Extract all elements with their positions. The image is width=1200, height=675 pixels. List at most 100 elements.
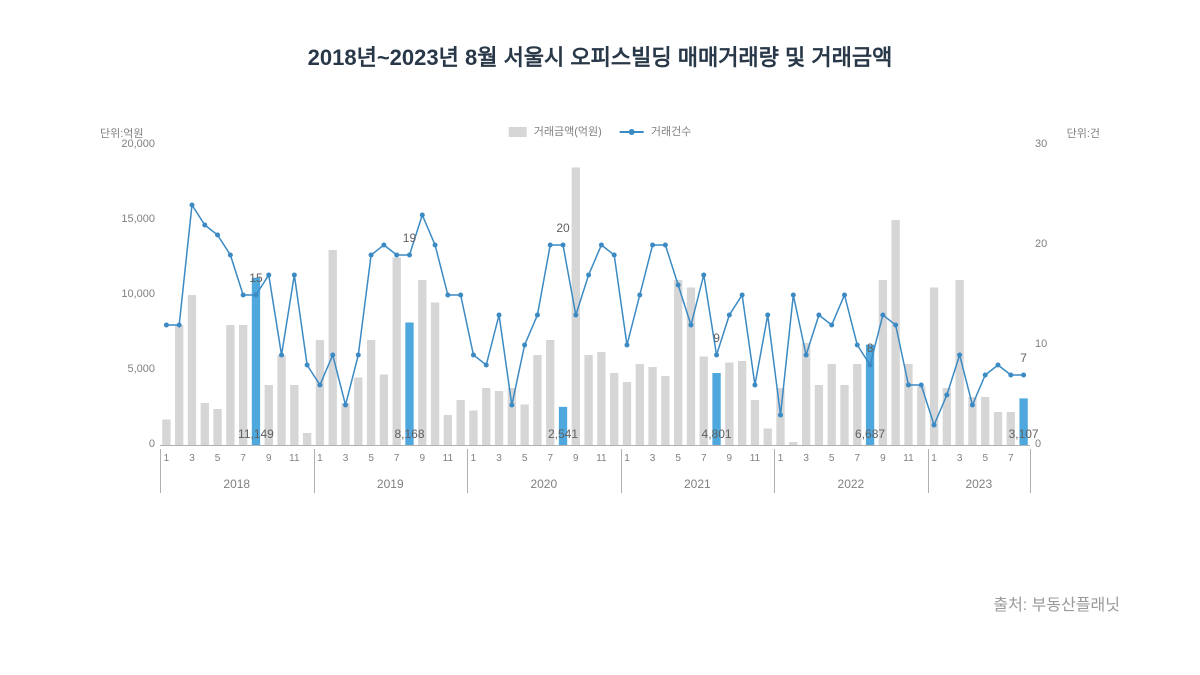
left-axis-tick: 20,000 [100,138,155,150]
x-axis-tick: 5 [215,453,221,464]
legend-label-line: 거래건수 [651,126,691,138]
line-marker [752,383,757,388]
x-axis-tick: 3 [650,453,656,464]
bar [431,303,439,446]
bar [584,355,592,445]
x-axis-tick: 5 [675,453,681,464]
line-marker [356,353,361,358]
line-marker [893,323,898,328]
bar [648,367,656,445]
line-value-label: 8 [867,341,874,355]
bar [520,405,528,446]
year-label: 2021 [684,477,711,491]
line-marker [509,403,514,408]
bar-value-label: 6,687 [855,427,885,441]
bar-highlighted [252,278,260,445]
x-axis-tick: 11 [596,453,606,464]
x-axis-tick: 11 [750,453,760,464]
bar-value-label: 3,107 [1009,427,1039,441]
line-marker [535,313,540,318]
year-separator [928,449,929,493]
bar [764,429,772,446]
line-value-label: 9 [713,331,720,345]
bar-value-label: 8,168 [394,427,424,441]
line-marker [957,353,962,358]
right-axis-tick: 10 [1035,338,1060,350]
bar [226,325,234,445]
bar [277,355,285,445]
line-marker [676,283,681,288]
x-axis-tick: 9 [727,453,733,464]
bar [341,403,349,445]
bar [533,355,541,445]
line-marker [740,293,745,298]
bar [738,361,746,445]
bar [469,411,477,446]
line-marker [369,253,374,258]
x-axis-tick: 7 [1008,453,1014,464]
x-axis-tick: 5 [522,453,528,464]
x-axis-tick: 11 [289,453,299,464]
left-axis-tick: 0 [100,438,155,450]
year-label: 2019 [377,477,404,491]
line-marker [727,313,732,318]
legend-swatch-bar [509,127,527,137]
line-marker [701,273,706,278]
year-separator [160,449,161,493]
bar [879,280,887,445]
x-axis-tick: 3 [496,453,502,464]
line-marker [1008,373,1013,378]
legend-label-bar: 거래금액(억원) [534,126,602,138]
x-axis-tick: 3 [803,453,809,464]
x-axis-tick: 7 [394,453,400,464]
x-axis-tick: 3 [189,453,195,464]
x-axis-tick: 5 [982,453,988,464]
line-marker [253,293,258,298]
line-marker [842,293,847,298]
line-marker [599,243,604,248]
line-marker [305,363,310,368]
x-axis-line [160,445,1030,446]
line-marker [279,353,284,358]
line-value-label: 19 [403,231,416,245]
line-marker [650,243,655,248]
line-marker [970,403,975,408]
year-separator [774,449,775,493]
year-label: 2023 [965,477,992,491]
x-axis-tick: 9 [880,453,886,464]
bar [380,375,388,446]
line-marker [292,273,297,278]
year-label: 2018 [223,477,250,491]
bar [828,364,836,445]
bar [661,376,669,445]
x-axis-tick: 1 [624,453,630,464]
line-marker [548,243,553,248]
plot-svg [160,145,1030,445]
bar [316,340,324,445]
line-marker [804,353,809,358]
bar [213,409,221,445]
x-axis-tick: 3 [957,453,963,464]
line-marker [458,293,463,298]
line-marker [996,363,1001,368]
line-marker [177,323,182,328]
x-axis-tick: 5 [829,453,835,464]
line-marker [663,243,668,248]
bar [610,373,618,445]
x-axis-tick: 9 [419,453,425,464]
source-text: 출처: 부동산플래닛 [993,591,1120,615]
line-marker [522,343,527,348]
chart-area: 단위:억원 단위:건 거래금액(억원) 거래건수 135791113579111… [100,115,1100,515]
bar [636,364,644,445]
bar [201,403,209,445]
bar [981,397,989,445]
x-axis-tick: 7 [854,453,860,464]
left-axis-tick: 10,000 [100,288,155,300]
line-marker [855,343,860,348]
bar [393,258,401,446]
x-axis-tick: 3 [343,453,349,464]
line-marker [394,253,399,258]
year-separator [1030,449,1031,493]
bar [815,385,823,445]
right-axis-tick: 0 [1035,438,1060,450]
